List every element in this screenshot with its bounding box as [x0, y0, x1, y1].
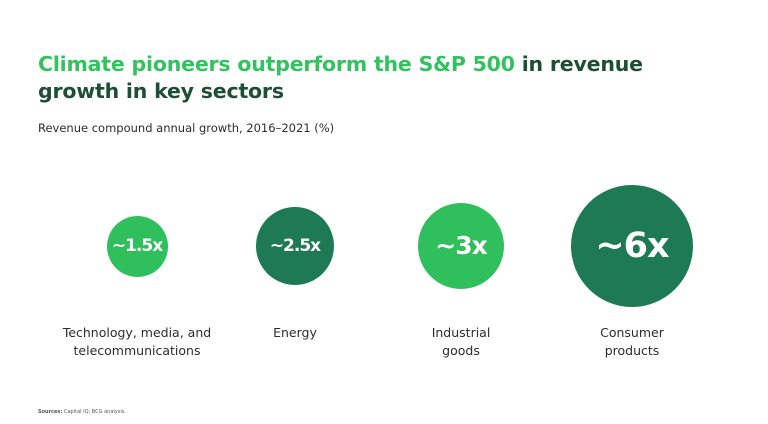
bubble-value-label: ~6x [595, 226, 669, 266]
bubble-value-label: ~1.5x [111, 236, 163, 256]
chart-title: Climate pioneers outperform the S&P 500 … [38, 51, 728, 105]
sources-text: Capital IQ; BCG analysis. [64, 409, 126, 415]
category-label: Consumer products [600, 325, 664, 358]
category-label: Energy [273, 325, 317, 340]
bubble-value-label: ~3x [435, 231, 487, 261]
bubble-value-label: ~2.5x [269, 235, 321, 256]
bubble-2: ~3x [417, 202, 505, 290]
title-rest: in revenue growth in key sectors [38, 52, 643, 103]
category-label: Industrial goods [431, 325, 491, 358]
chart-subtitle: Revenue compound annual growth, 2016–202… [38, 121, 335, 135]
title-highlight: Climate pioneers outperform the S&P 500 [38, 52, 515, 76]
bubble-0: ~1.5x [106, 215, 168, 277]
category-label: Technology, media, and telecommunication… [62, 325, 212, 358]
sources-label: Sources: [38, 409, 63, 415]
bubble-3: ~6x [571, 185, 693, 307]
sources-note: Sources: Capital IQ; BCG analysis. [38, 409, 126, 415]
bubble-1: ~2.5x [255, 206, 335, 286]
